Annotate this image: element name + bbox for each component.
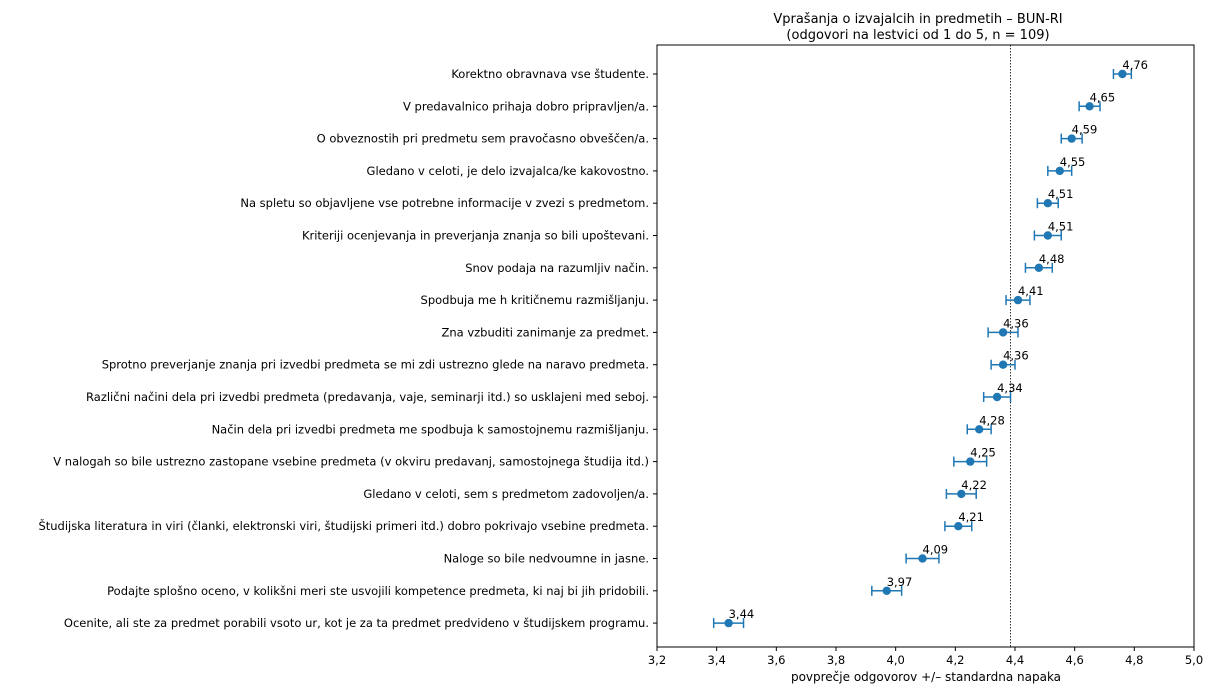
data-point [1067,134,1076,143]
data-label: 4,41 [1018,284,1044,298]
y-tick-label: O obveznostih pri predmetu sem pravočasn… [317,132,649,146]
y-tick-label: Podajte splošno oceno, v kolikšni meri s… [107,584,649,598]
y-tick-label: Sprotno preverjanje znanja pri izvedbi p… [102,358,649,372]
x-tick-label: 3,4 [708,653,726,667]
data-label: 4,34 [997,381,1023,395]
x-tick-label: 4,2 [946,653,964,667]
y-tick-label: Kriteriji ocenjevanja in preverjanja zna… [302,229,649,243]
data-point [957,489,966,499]
y-tick-label: V predavalnico prihaja dobro pripravljen… [403,99,649,113]
data-label: 4,48 [1039,252,1065,266]
y-tick-label: Način dela pri izvedbi predmeta me spodb… [212,422,649,436]
data-label: 3,97 [887,575,913,589]
data-point [1034,263,1044,272]
y-tick-label: Na spletu so objavljene vse potrebne inf… [240,196,649,210]
chart-subtitle: (odgovori na lestvici od 1 do 5, n = 109… [786,28,1049,43]
x-tick-label: 3,6 [767,653,785,667]
x-tick-label: 5,0 [1185,653,1203,667]
data-point [1043,199,1053,208]
data-label: 4,51 [1048,187,1074,201]
data-point [992,392,1002,402]
data-label: 4,65 [1090,90,1116,104]
data-point [954,522,963,531]
data-label: 4,09 [923,543,949,557]
x-tick-label: 4,6 [1066,653,1084,667]
data-label: 4,76 [1122,58,1148,72]
data-point [1043,231,1053,240]
data-label: 4,59 [1072,123,1098,137]
y-tick-label: Korektno obravnava vse študente. [451,67,649,81]
data-point [975,425,984,434]
data-point [882,586,891,595]
x-tick-label: 4,4 [1006,653,1024,667]
data-label: 4,51 [1048,220,1074,234]
data-label: 4,21 [958,510,984,524]
data-label: 4,55 [1060,155,1086,169]
data-point [1085,102,1094,111]
data-point [966,457,975,466]
y-tick-label: Gledano v celoti, sem s predmetom zadovo… [363,487,649,501]
data-point [1118,69,1127,79]
y-tick-label: V nalogah so bile ustrezno zastopane vse… [53,455,649,469]
y-tick-label: Snov podaja na razumljiv način. [465,261,649,275]
plot-area: 3,2 3,4 3,6 3,8 4,0 4,2 4,4 4,6 4,8 5,0 Korektno o… [38,44,1203,667]
y-tick-label: Ocenite, ali ste za predmet porabili vso… [64,616,649,630]
data-point [918,554,927,563]
data-point [1055,166,1064,176]
y-tick-label: Gledano v celoti, je delo izvajalca/ke k… [367,164,649,178]
data-point [1013,295,1023,305]
data-label: 4,25 [970,446,996,460]
data-point [998,328,1008,337]
data-label: 4,28 [979,413,1005,427]
y-tick-label: Študijska literatura in viri (članki, el… [38,518,649,533]
x-tick-label: 3,8 [827,653,845,667]
y-tick-label: Naloge so bile nedvoumne in jasne. [444,552,649,566]
y-tick-label: Spodbuja me h kritičnemu razmišljanju. [421,293,649,307]
data-label: 4,36 [1003,316,1029,330]
data-label: 3,44 [729,607,755,621]
chart-title: Vprašanja o izvajalcih in predmetih – BU… [773,12,1062,27]
y-tick-label: Zna vzbuditi zanimanje za predmet. [441,325,649,339]
data-label: 4,36 [1003,349,1029,363]
x-axis-label: povprečje odgovorov +/– standardna napak… [791,670,1061,684]
x-tick-label: 4,8 [1125,653,1143,667]
plot-frame [656,44,1195,648]
x-tick-label: 4,0 [887,653,905,667]
data-label: 4,22 [961,478,987,492]
data-point [998,360,1008,369]
x-tick-label: 3,2 [648,653,666,667]
y-tick-label: Različni načini dela pri izvedbi predmet… [86,390,649,404]
data-point [724,618,733,628]
